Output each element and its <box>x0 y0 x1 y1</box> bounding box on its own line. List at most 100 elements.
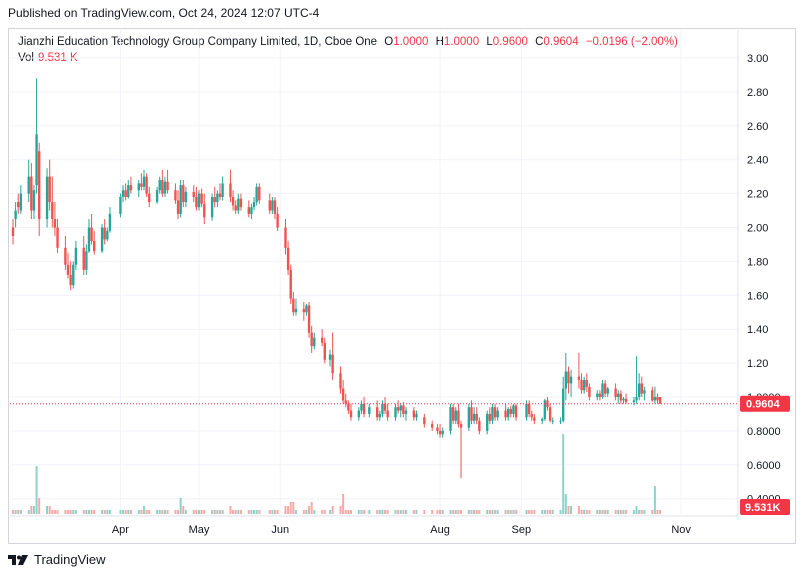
candle-body <box>548 407 552 421</box>
candle <box>617 390 620 404</box>
candle-body <box>491 407 494 421</box>
y-tick-label: 1.20 <box>747 358 768 370</box>
candle-body <box>640 383 643 394</box>
candle <box>431 420 434 431</box>
volume-bar <box>177 510 180 514</box>
candle-body <box>14 210 17 220</box>
candle-body <box>192 191 195 197</box>
candle <box>451 403 455 425</box>
candle <box>182 180 185 208</box>
candle <box>470 400 473 425</box>
volume-bar <box>530 510 533 514</box>
candle <box>548 403 552 423</box>
volume-bar <box>368 510 371 514</box>
volume-bar <box>124 510 127 514</box>
candle-body <box>533 417 536 421</box>
volume-bar <box>339 506 342 514</box>
candle-body <box>431 424 434 428</box>
volume-bar <box>567 506 570 514</box>
time-axis[interactable]: Apr May Jun Aug Sep Nov <box>112 524 692 536</box>
candle <box>651 386 654 403</box>
volume-bar <box>234 510 237 514</box>
candle <box>87 219 91 253</box>
candle <box>69 261 72 291</box>
volume-bar <box>635 506 638 514</box>
candle <box>543 398 547 421</box>
candle-body <box>457 410 460 425</box>
candle-body <box>221 183 224 197</box>
candle <box>386 403 389 421</box>
candle-body <box>567 371 570 384</box>
candle-body <box>93 241 96 252</box>
candle <box>140 173 143 191</box>
brand-name: TradingView <box>34 552 106 567</box>
candle-body <box>344 400 347 404</box>
candle-body <box>268 200 271 211</box>
volume-bar <box>583 510 586 514</box>
price-axis[interactable]: 3.00 2.80 2.60 2.40 2.20 2.00 1.80 1.60 1.40 1.20… <box>747 53 781 506</box>
volume-bar <box>85 510 88 514</box>
candle-body <box>231 196 235 206</box>
volume-bar <box>292 502 295 514</box>
volume-bar <box>478 510 481 514</box>
candle-body <box>651 390 654 401</box>
volume-bar <box>436 510 439 514</box>
candle <box>258 183 261 204</box>
volume-bar <box>14 510 17 514</box>
candle <box>637 373 641 401</box>
y-tick-label: 1.80 <box>747 256 768 268</box>
volume-bar <box>276 510 279 514</box>
candle-body <box>129 185 133 191</box>
volume-bar <box>601 510 604 514</box>
candle-body <box>486 413 489 431</box>
volume-bar <box>255 510 258 514</box>
volume-bar <box>27 510 30 514</box>
volume-bar <box>475 510 478 514</box>
candle <box>32 185 36 220</box>
y-tick-label: 1.60 <box>747 290 768 302</box>
volume-bar <box>321 510 324 514</box>
footer-brand[interactable]: TradingView <box>8 552 106 567</box>
candle <box>478 417 481 435</box>
candle <box>569 369 573 397</box>
candle <box>27 159 30 203</box>
candle <box>436 424 439 435</box>
candle <box>457 403 460 428</box>
symbol-title[interactable]: Jianzhi Education Technology Group Compa… <box>18 36 378 48</box>
candle-body <box>66 264 70 275</box>
candle <box>423 413 426 428</box>
candle <box>163 176 167 197</box>
volume-bar <box>378 510 381 514</box>
candle-body <box>580 380 583 391</box>
volume-bar <box>221 510 224 514</box>
candle-body <box>441 430 444 435</box>
candle <box>239 193 243 211</box>
candle-body <box>396 407 400 411</box>
volume-bar <box>399 510 402 514</box>
chart-legend: Jianzhi Education Technology Group Compa… <box>18 36 678 48</box>
candle <box>273 196 277 220</box>
candle <box>286 241 290 275</box>
x-tick-label: Jun <box>271 524 289 536</box>
volume-bar <box>237 510 240 514</box>
candle-body <box>632 400 636 403</box>
candle-body <box>585 380 588 387</box>
candle <box>635 356 638 404</box>
volume-bar <box>467 510 470 514</box>
candle-body <box>127 185 130 197</box>
candle <box>378 410 381 421</box>
candle-body <box>203 203 206 218</box>
candle <box>504 403 507 421</box>
volume-bar <box>588 510 591 514</box>
volume-bar <box>30 506 33 514</box>
candle-body <box>470 407 473 421</box>
volume-bar <box>56 510 59 514</box>
volume-bar <box>656 510 659 514</box>
candle <box>121 185 125 203</box>
candle-body <box>74 247 78 265</box>
candle-body <box>475 413 478 421</box>
candle <box>148 186 151 208</box>
volume-bar <box>143 506 145 514</box>
candle-body <box>35 134 38 186</box>
